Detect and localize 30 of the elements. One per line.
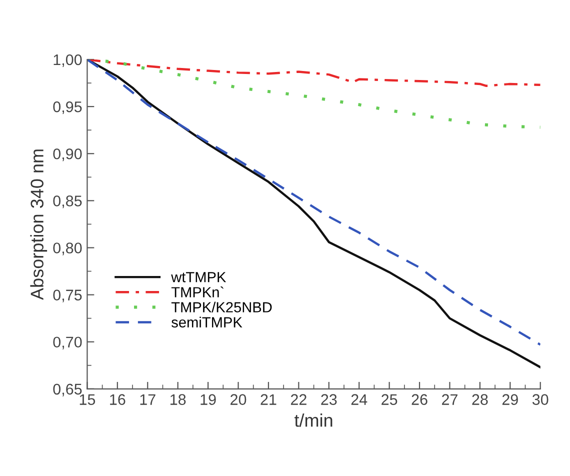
x-tick-label: 16 — [110, 394, 126, 405]
x-axis-title: t/min — [294, 414, 332, 427]
y-tick-label: 0,80 — [53, 242, 82, 256]
y-tick-label: 0,70 — [53, 336, 82, 350]
legend-label: TMPK/K25NBD — [171, 302, 272, 312]
x-tick-label: 27 — [442, 394, 458, 405]
y-tick-label: 0,85 — [53, 196, 82, 208]
y-tick-label: 0,95 — [53, 101, 82, 114]
x-tick-label: 19 — [200, 394, 216, 405]
x-tick-label: 15 — [80, 394, 96, 405]
x-tick-label: 24 — [351, 394, 368, 405]
legend-label: TMPKn` — [171, 286, 224, 298]
y-axis-title: Absorption 340 nm — [30, 150, 48, 300]
x-tick-label: 21 — [260, 394, 276, 405]
x-tick-label: 22 — [290, 394, 306, 405]
x-tick-label: 29 — [502, 394, 518, 405]
x-tick-label: 25 — [382, 394, 398, 405]
legend-label: wtTMPK — [171, 272, 226, 282]
y-tick-label: 0,90 — [53, 148, 82, 162]
x-tick-label: 20 — [230, 394, 246, 405]
legend-label: semiTMPK — [172, 316, 242, 328]
y-tick-label: 0,65 — [53, 384, 82, 396]
x-tick-label: 28 — [472, 394, 488, 405]
y-tick-label: 1,00 — [54, 54, 82, 67]
x-tick-label: 18 — [170, 394, 186, 405]
x-tick-label: 30 — [532, 394, 548, 405]
x-tick-label: 26 — [412, 394, 428, 405]
y-tick-label: 0,75 — [53, 290, 82, 302]
x-tick-label: 23 — [321, 394, 337, 405]
x-tick-label: 17 — [140, 394, 156, 405]
